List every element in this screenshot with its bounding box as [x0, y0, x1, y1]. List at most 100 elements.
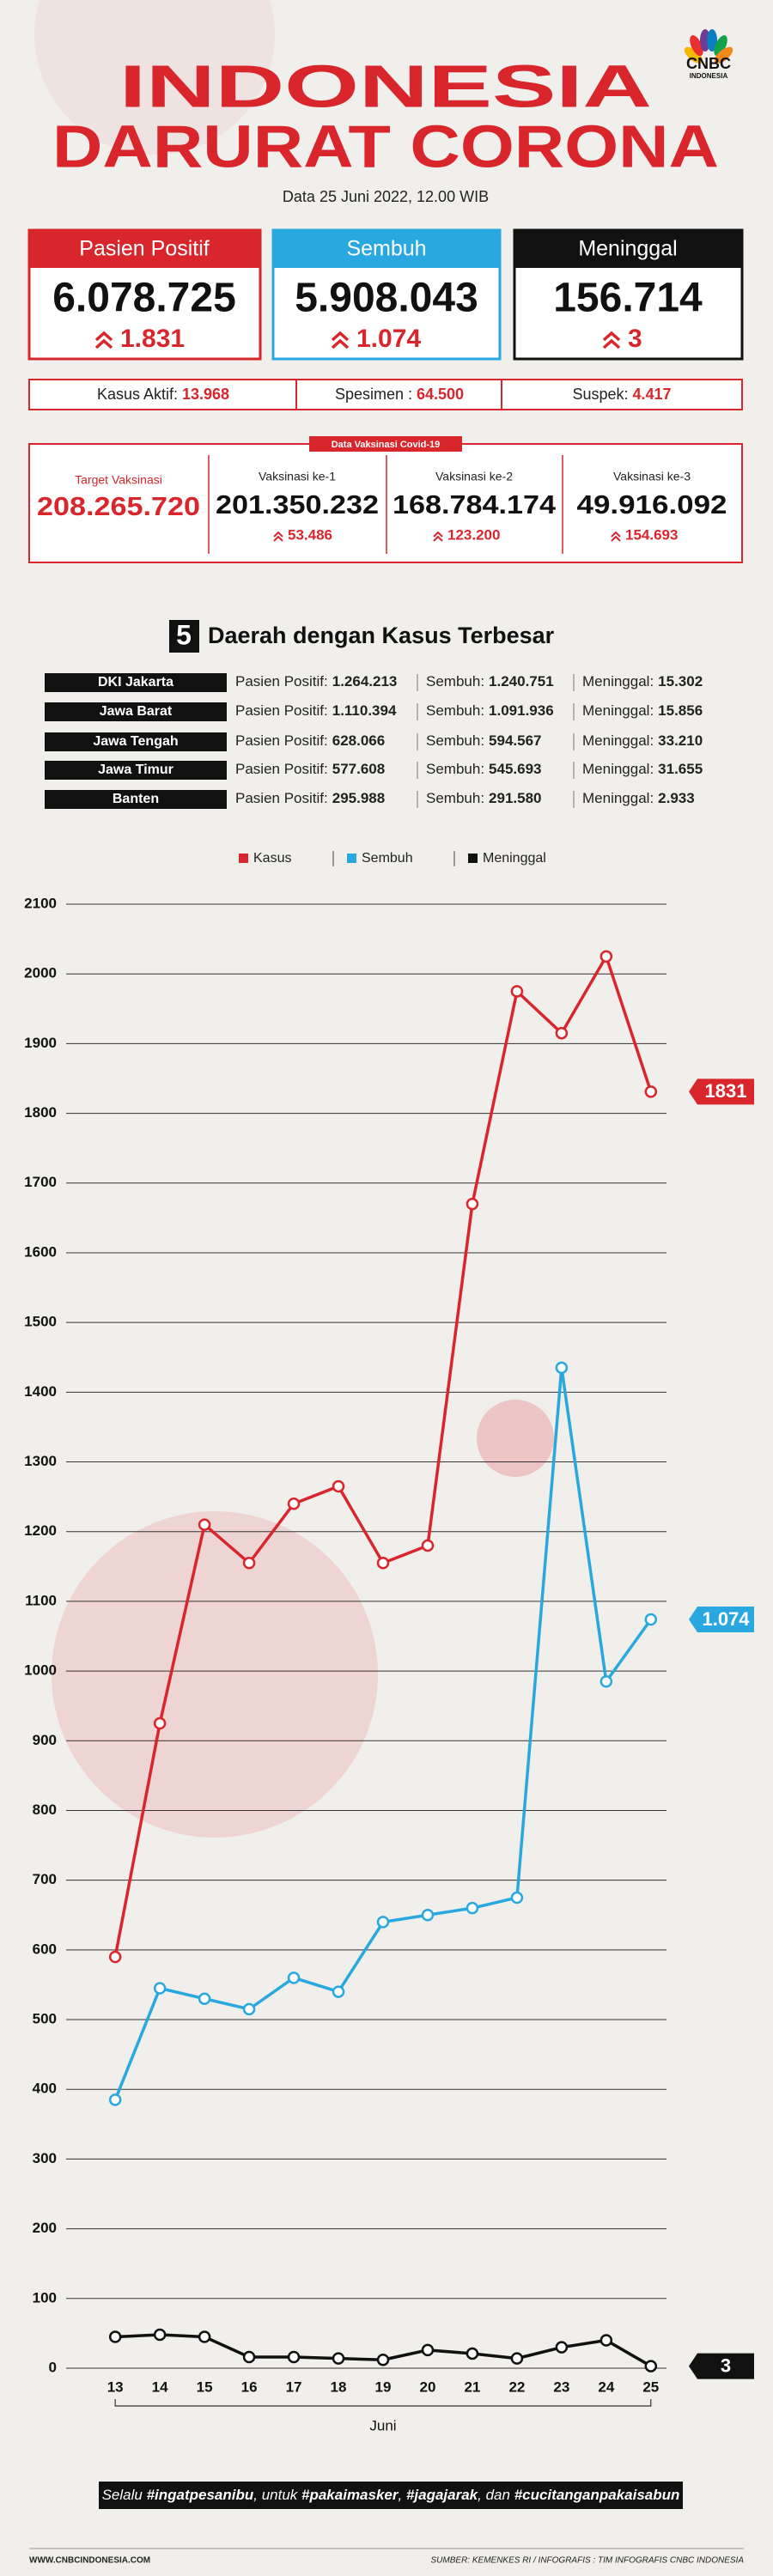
card-delta: 3	[628, 325, 642, 353]
region-box	[45, 673, 227, 692]
card-label: Meninggal	[578, 237, 677, 261]
region-stat-value: 33.210	[658, 732, 703, 749]
stat-label: Suspek:	[572, 386, 628, 403]
vaccination-box	[28, 443, 743, 563]
region-stat: Sembuh: 594.567	[426, 732, 542, 749]
y-tick-label: 0	[49, 2359, 57, 2375]
y-tick-label: 1300	[24, 1453, 57, 1469]
data-point	[555, 1026, 569, 1040]
x-tick-label: 25	[642, 2379, 659, 2395]
card-header	[273, 230, 500, 268]
card: Meninggal 156.714 3	[513, 228, 744, 361]
data-point	[242, 1557, 256, 1570]
region-name: Jawa Tengah	[93, 734, 178, 749]
region-stat-value: 291.580	[489, 790, 541, 806]
data-point	[332, 2352, 345, 2365]
region-stat: Pasien Positif: 1.110.394	[235, 702, 397, 719]
data-point	[287, 1971, 301, 1984]
data-point	[644, 1085, 658, 1098]
y-tick-label: 1100	[25, 1592, 57, 1608]
data-point	[466, 1197, 479, 1211]
data-point	[153, 2328, 167, 2342]
card: Sembuh 5.908.043 1.074	[271, 228, 502, 361]
region-box	[45, 702, 227, 721]
region-stat: Meninggal: 2.933	[582, 790, 695, 806]
end-label: 1831	[705, 1080, 747, 1102]
data-point	[376, 1557, 390, 1570]
regions-table: DKI Jakarta Pasien Positif: 1.264.213 Sembu…	[45, 673, 703, 809]
vaccination-value: 201.350.232	[216, 489, 379, 519]
regions-title: Daerah dengan Kasus Terbesar	[208, 623, 555, 648]
y-tick-label: 300	[33, 2150, 57, 2166]
region-stat: Pasien Positif: 1.264.213	[235, 673, 397, 690]
vaccination-value: 208.265.720	[37, 491, 200, 521]
vaccination-value: 168.784.174	[393, 489, 557, 519]
vaccination-label: Vaksinasi ke-2	[435, 470, 513, 483]
legend-swatch	[468, 854, 478, 863]
y-tick-label: 400	[33, 2081, 57, 2097]
stat-label: Spesimen :	[335, 386, 412, 403]
slogan-part: Selalu	[102, 2487, 147, 2503]
end-label: 1.074	[702, 1608, 750, 1630]
region-stat-value: 545.693	[489, 761, 541, 777]
y-tick-label: 2000	[24, 965, 57, 981]
region-stat-value: 1.240.751	[489, 673, 554, 690]
end-tag	[689, 1607, 754, 1633]
data-point	[555, 1361, 569, 1375]
region-name: DKI Jakarta	[98, 675, 173, 690]
region-stat-value: 2.933	[658, 790, 695, 806]
x-tick-label: 15	[197, 2379, 213, 2395]
region-stat-value: 31.655	[658, 761, 703, 777]
virus-decoration	[477, 1400, 554, 1477]
data-point	[108, 2330, 122, 2343]
x-tick-label: 17	[286, 2379, 302, 2395]
stat: Kasus Aktif: 13.968	[97, 386, 229, 403]
card-header	[29, 230, 260, 268]
data-point	[198, 1518, 211, 1531]
region-stat: Pasien Positif: 628.066	[235, 732, 385, 749]
data-point	[242, 2350, 256, 2364]
y-tick-label: 900	[33, 1732, 57, 1748]
up-icon	[602, 331, 621, 349]
source: SUMBER: KEMENKES RI / INFOGRAFIS : TIM I…	[431, 2556, 745, 2566]
x-tick-label: 20	[419, 2379, 435, 2395]
region-stat-label: Sembuh:	[426, 673, 484, 690]
stat: Spesimen : 64.500	[335, 386, 464, 403]
x-tick-label: 19	[375, 2379, 392, 2395]
data-point	[153, 1716, 167, 1730]
region-stat-label: Pasien Positif:	[235, 790, 328, 806]
y-tick-label: 600	[33, 1941, 57, 1957]
up-icon	[433, 531, 443, 542]
data-point	[242, 2002, 256, 2016]
region-stat-label: Sembuh:	[426, 790, 484, 806]
region-stat-label: Sembuh:	[426, 702, 484, 719]
title: DARURAT CORONA	[52, 112, 719, 179]
x-tick-label: 14	[152, 2379, 168, 2395]
region-stat-label: Pasien Positif:	[235, 732, 328, 749]
number-box	[169, 620, 199, 653]
region-stat: Pasien Positif: 295.988	[235, 790, 385, 806]
data-point	[421, 1909, 435, 1922]
x-tick-label: 24	[598, 2379, 614, 2395]
y-tick-label: 1800	[24, 1104, 57, 1121]
region-stat-value: 628.066	[332, 732, 385, 749]
data-point	[108, 1950, 122, 1964]
up-icon	[273, 531, 283, 542]
region-stat-value: 577.608	[332, 761, 385, 777]
x-tick-label: 21	[464, 2379, 480, 2395]
end-tag	[689, 2353, 754, 2379]
y-tick-label: 500	[33, 2011, 57, 2027]
data-point	[510, 985, 524, 998]
slogan-part: #pakaimasker	[301, 2487, 399, 2503]
stat-value: 4.417	[633, 386, 672, 403]
logo-feather	[714, 35, 727, 57]
region-stat-value: 15.302	[658, 673, 703, 690]
slogan: Selalu #ingatpesanibu, untuk #pakaimaske…	[102, 2487, 680, 2503]
end-label: 3	[721, 2354, 731, 2376]
virus-decoration	[52, 1511, 378, 1838]
region-stat-value: 594.567	[489, 732, 541, 749]
logo-sub: INDONESIA	[690, 72, 728, 80]
region-stat-value: 1.091.936	[489, 702, 554, 719]
logo-feather	[707, 29, 717, 52]
